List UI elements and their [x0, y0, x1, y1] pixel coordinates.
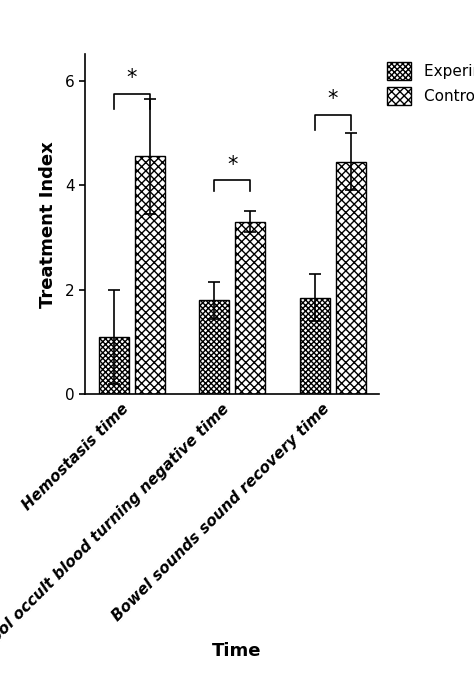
Text: Hemostasis time: Hemostasis time	[19, 401, 132, 513]
Text: *: *	[127, 69, 137, 88]
Text: Time: Time	[212, 642, 262, 660]
Legend: Experimental group, Control group: Experimental group, Control group	[387, 62, 474, 105]
Bar	[199, 301, 229, 394]
Y-axis label: Treatment Index: Treatment Index	[39, 141, 57, 308]
Bar	[300, 298, 330, 394]
Bar	[135, 156, 165, 394]
Text: *: *	[227, 155, 237, 175]
Text: Bowel sounds sound recovery time: Bowel sounds sound recovery time	[109, 401, 333, 624]
Text: Stool occult blood turning negative time: Stool occult blood turning negative time	[0, 401, 232, 658]
Bar	[99, 337, 129, 394]
Bar	[336, 162, 366, 394]
Text: *: *	[328, 89, 338, 109]
Bar	[235, 222, 265, 394]
